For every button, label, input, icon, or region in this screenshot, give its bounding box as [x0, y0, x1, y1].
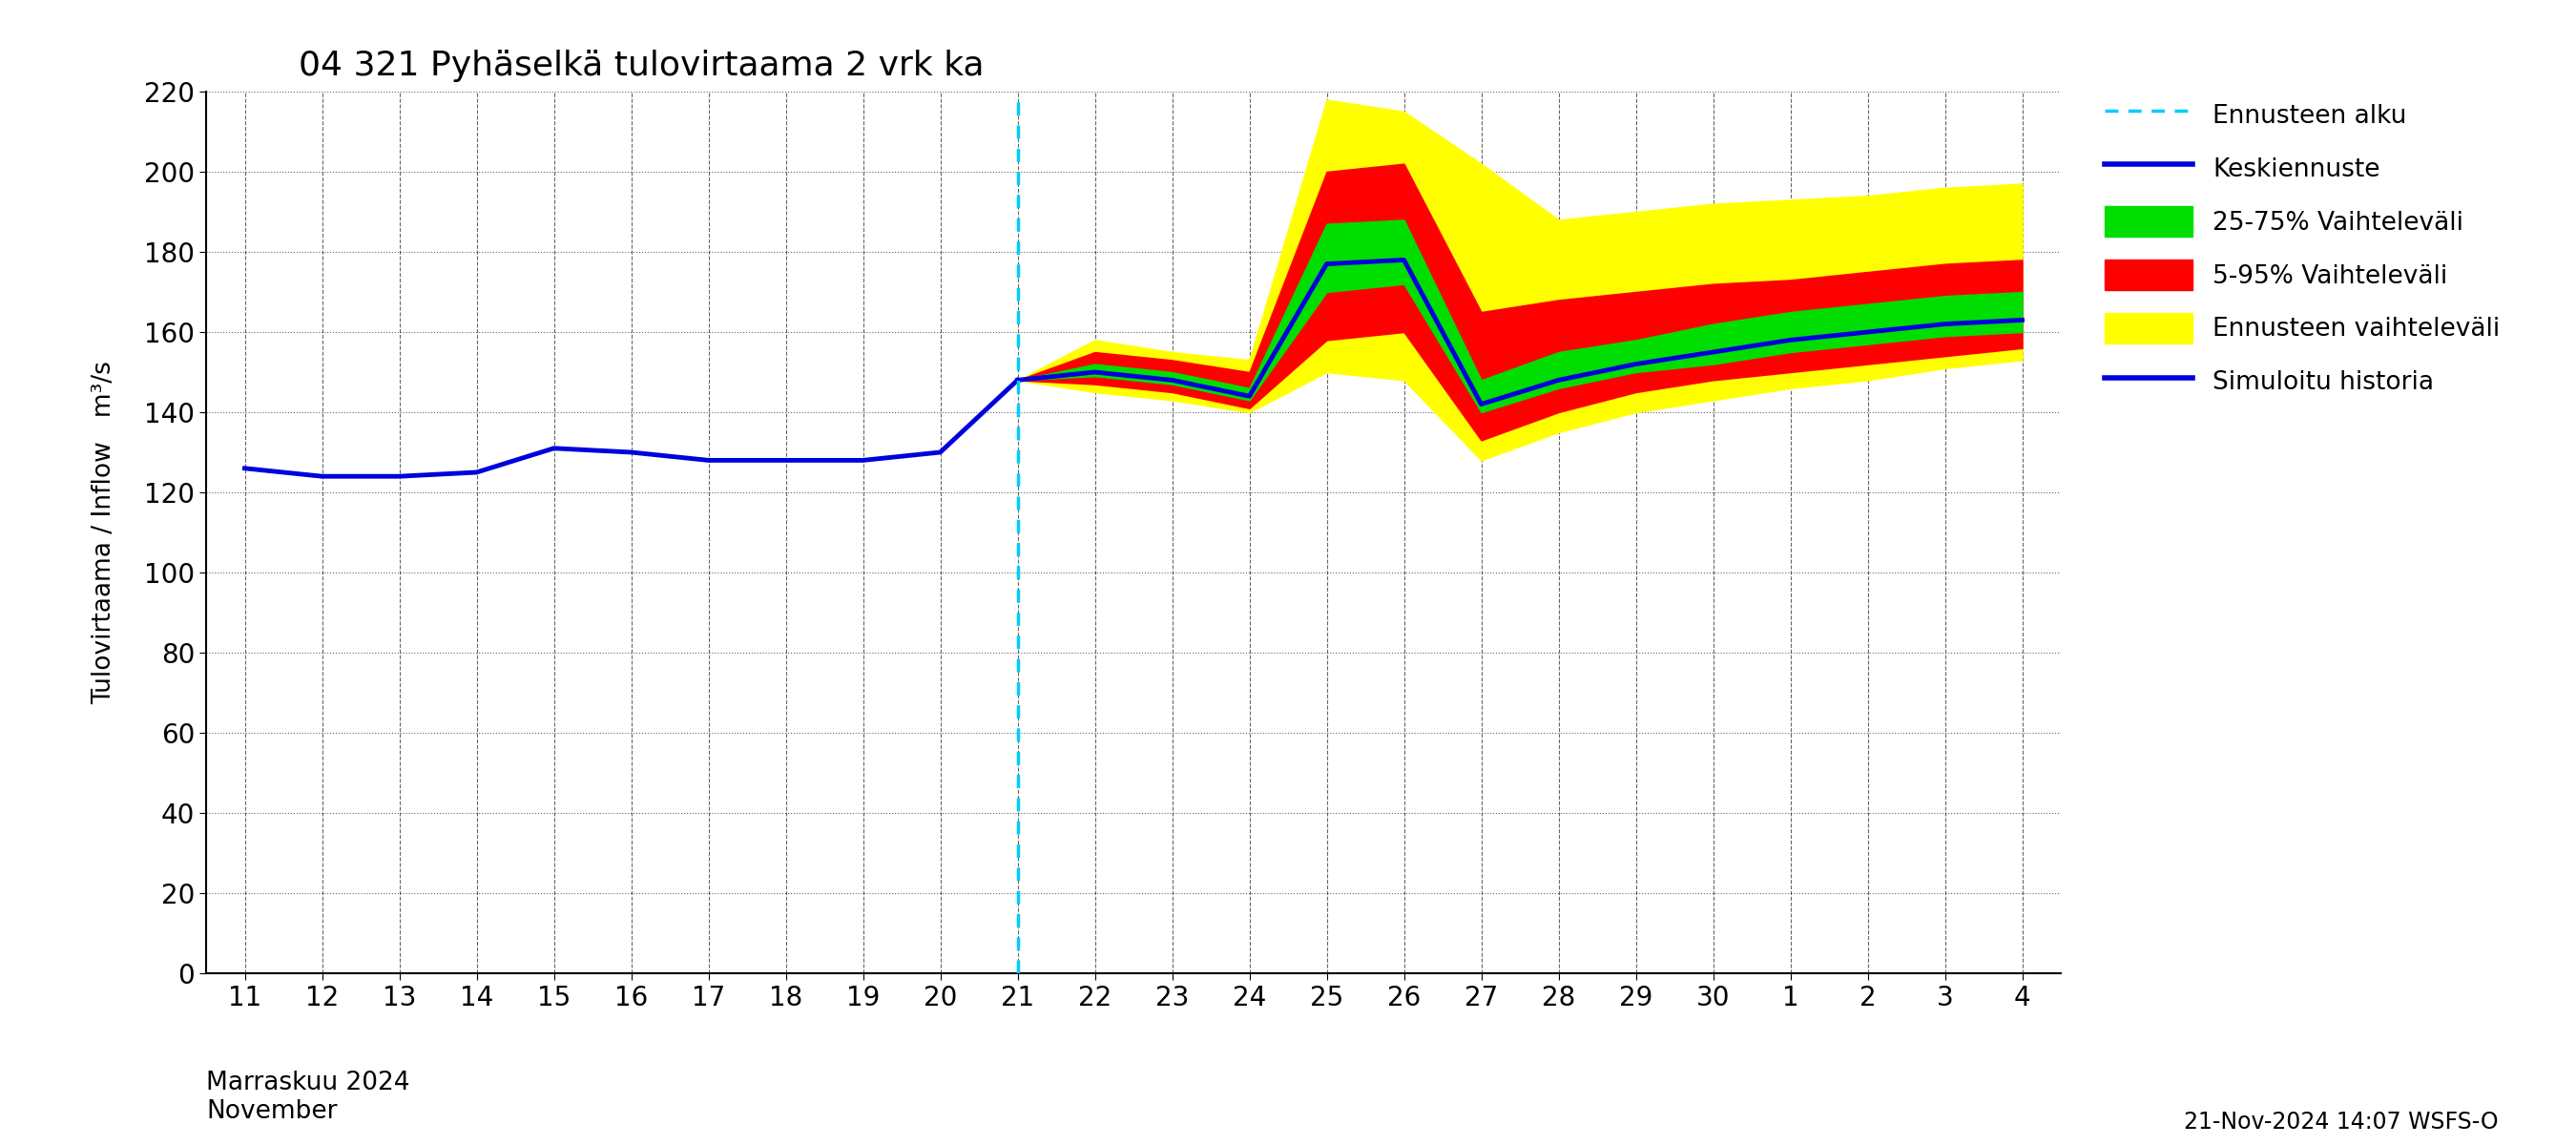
Text: Marraskuu 2024
November: Marraskuu 2024 November [206, 1071, 410, 1123]
Text: 21-Nov-2024 14:07 WSFS-O: 21-Nov-2024 14:07 WSFS-O [2184, 1111, 2499, 1134]
Text: 04 321 Pyhäselkä tulovirtaama 2 vrk ka: 04 321 Pyhäselkä tulovirtaama 2 vrk ka [299, 50, 984, 82]
Legend: Ennusteen alku, Keskiennuste, 25-75% Vaihteleväli, 5-95% Vaihteleväli, Ennusteen: Ennusteen alku, Keskiennuste, 25-75% Vai… [2092, 87, 2512, 410]
Text: Tulovirtaama / Inflow   m³/s: Tulovirtaama / Inflow m³/s [93, 361, 116, 704]
